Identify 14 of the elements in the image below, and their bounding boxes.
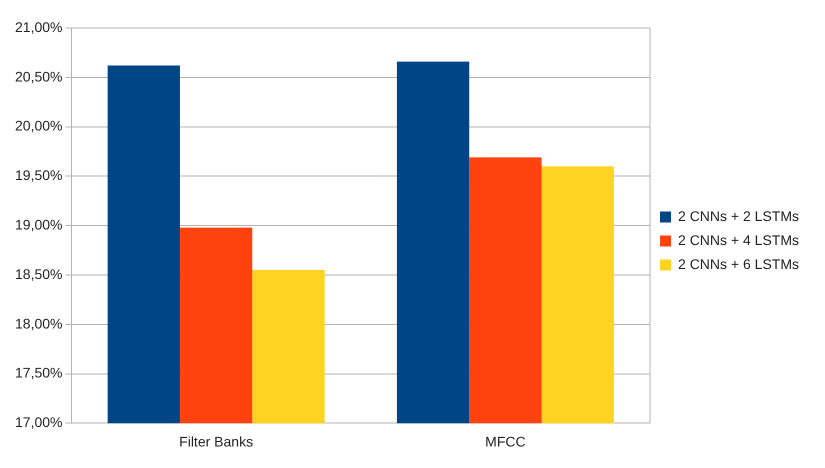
legend-label: 2 CNNs + 6 LSTMs — [678, 256, 800, 272]
y-tick-label: 17,00% — [15, 414, 62, 430]
y-tick-label: 20,50% — [15, 68, 62, 84]
y-tick-label: 19,50% — [15, 167, 62, 184]
y-tick-label: 19,00% — [15, 216, 62, 232]
y-tick-label: 17,50% — [15, 364, 62, 381]
y-tick-label: 20,00% — [15, 118, 62, 134]
y-tick-label: 21,00% — [15, 18, 62, 35]
legend-label: 2 CNNs + 2 LSTMs — [678, 208, 800, 224]
y-tick-label: 18,00% — [15, 315, 62, 332]
x-tick-label: MFCC — [485, 433, 526, 450]
y-tick-label: 18,50% — [15, 266, 62, 282]
legend-label: 2 CNNs + 4 LSTMs — [678, 232, 800, 248]
x-tick-label: Filter Banks — [179, 433, 254, 450]
